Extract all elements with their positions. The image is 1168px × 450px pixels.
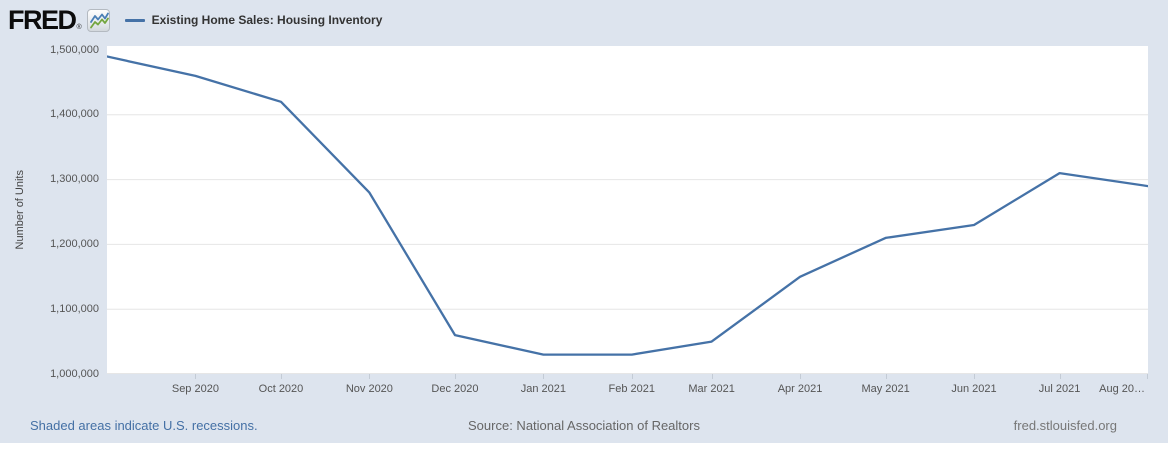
- y-axis-tick-label: 1,500,000: [50, 43, 99, 56]
- x-axis-tick-label: Dec 2020: [431, 383, 479, 395]
- x-axis-tick-label: Feb 2021: [608, 383, 656, 395]
- x-axis-tick-label: Mar 2021: [688, 383, 735, 395]
- x-axis-tick-mark: [631, 374, 633, 379]
- x-axis-tick-mark: [454, 374, 456, 379]
- legend-line-swatch: [124, 18, 145, 22]
- y-axis: 1,500,000 1,400,000 1,300,000 1,200,000 1,10…: [0, 43, 99, 380]
- registered-trademark: ®: [76, 24, 82, 31]
- x-axis-tick-label: Oct 2020: [258, 383, 304, 395]
- source-text: Source: National Association of Realtors: [468, 418, 700, 433]
- fred-line-chart-icon-svg: [89, 12, 109, 28]
- series-line: [107, 55, 1148, 356]
- chart-svg: [107, 55, 1148, 374]
- legend-label: Existing Home Sales: Housing Inventory: [151, 13, 383, 27]
- plot-area[interactable]: [107, 46, 1148, 374]
- x-axis-tick-mark: [974, 374, 976, 379]
- x-axis-tick-label: Sep 2020: [171, 383, 219, 395]
- x-axis-tick-label: Apr 2021: [777, 383, 823, 395]
- x-axis-tick-mark: [369, 374, 371, 379]
- x-axis-tick-mark: [1147, 374, 1148, 379]
- chart-header: FRED ® Existing Home Sales: Housing Inve…: [8, 5, 383, 35]
- x-axis-tick-label: May 2021: [861, 383, 910, 395]
- x-axis-tick-label: Jun 2021: [951, 383, 997, 395]
- x-axis-tick-label: Jul 2021: [1038, 383, 1081, 395]
- x-axis-tick-label: Nov 2020: [345, 383, 393, 395]
- fred-line-chart-icon: [86, 8, 110, 32]
- x-axis-tick-mark: [543, 374, 545, 379]
- x-axis-tick-mark: [280, 374, 282, 379]
- recessions-note-link[interactable]: Shaded areas indicate U.S. recessions.: [30, 418, 258, 433]
- x-axis-tick-label: Aug 20…: [1099, 383, 1145, 395]
- x-axis-tick-mark: [1059, 374, 1061, 379]
- bottom-white-strip: [0, 443, 1168, 450]
- legend: Existing Home Sales: Housing Inventory: [124, 13, 383, 27]
- x-axis-tick-mark: [800, 374, 802, 379]
- y-axis-tick-label: 1,100,000: [50, 302, 99, 315]
- y-axis-tick-label: 1,300,000: [50, 173, 99, 186]
- fred-site-link[interactable]: fred.stlouisfed.org: [1013, 418, 1117, 433]
- x-axis-tick-mark: [711, 374, 713, 379]
- fred-logo-link[interactable]: FRED ®: [8, 5, 82, 35]
- x-axis-tick-label: Jan 2021: [520, 383, 566, 395]
- y-axis-tick-label: 1,200,000: [50, 237, 99, 250]
- y-axis-tick-label: 1,000,000: [50, 367, 99, 380]
- y-axis-tick-label: 1,400,000: [50, 108, 99, 121]
- fred-logo-text: FRED: [8, 5, 77, 35]
- x-axis-tick-mark: [195, 374, 197, 379]
- x-axis-tick-mark: [885, 374, 887, 379]
